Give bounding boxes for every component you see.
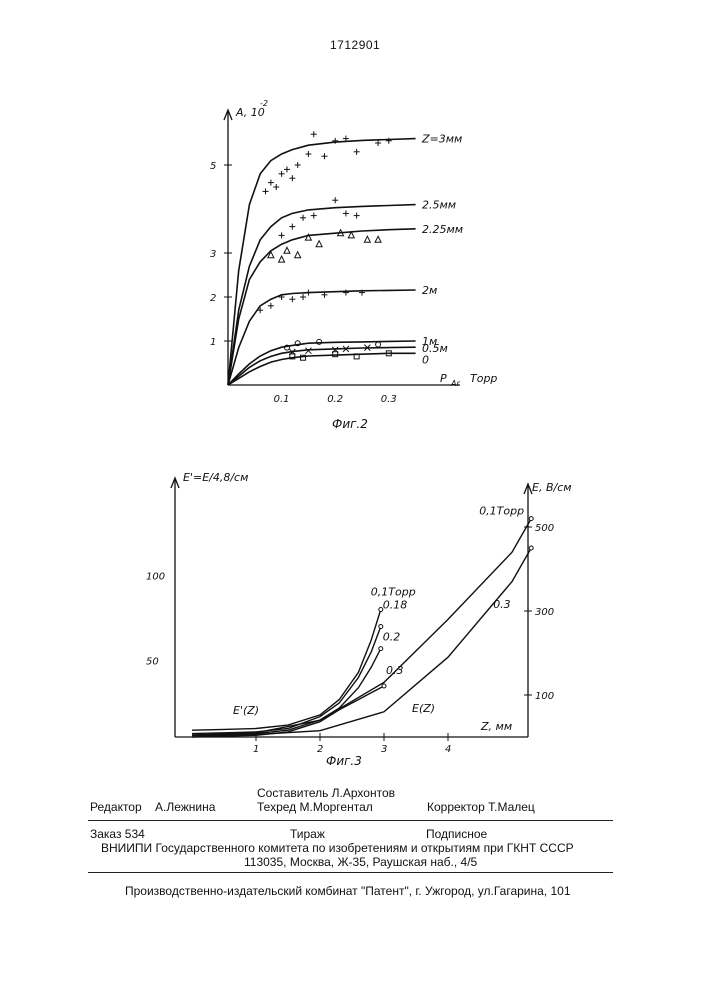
figure-3-chart: E'=E/4,8/см E, В/см Z, мм E'(Z) E(Z) Фиг… [0,0,707,780]
imprint-tech-editor: Техред М.Моргентал [257,800,373,814]
fig3-right-tick-label: 300 [535,607,554,618]
fig3-left-tick-label: 100 [146,572,165,583]
fig3-annotation-e: E(Z) [412,702,435,715]
fig3-series-label-left-0-1торр: 0,1Торр [371,586,416,599]
fig3-x-axis-label: Z, мм [480,720,512,733]
fig3-point-left-0-3 [382,684,386,688]
fig3-x-tick-label: 4 [445,744,451,755]
fig3-caption: Фиг.3 [326,754,362,768]
fig3-annotation-e-prime: E'(Z) [233,704,259,717]
imprint-publisher: Производственно-издательский комбинат "П… [125,884,571,898]
imprint-rule-top [88,820,613,821]
fig3-right-axis-label: E, В/см [532,481,572,494]
fig3-curve-right-0-1торр [192,519,531,735]
fig3-curve-left-0-1торр [192,610,381,731]
imprint-institute: ВНИИПИ Государственного комитета по изоб… [101,841,574,855]
imprint-address: 113035, Москва, Ж-35, Раушская наб., 4/5 [244,855,477,869]
fig3-series-label-left-0-2: 0.2 [383,631,401,644]
fig3-point-left-0-2 [379,647,383,651]
imprint-corrector: Корректор Т.Малец [427,800,535,814]
fig3-series-label-right-0-3: 0.3 [493,598,511,611]
imprint-editor-label: Редактор [90,800,142,814]
fig3-left-axis-label: E'=E/4,8/см [183,471,248,484]
fig3-left-tick-label: 50 [146,657,159,668]
imprint-rule-bottom [88,872,613,873]
fig3-point-right-0-3 [529,546,533,550]
fig3-right-tick-label: 500 [535,523,554,534]
fig3-point-left-0-18 [379,625,383,629]
imprint-editor: А.Лежнина [155,800,215,814]
fig3-series-label-left-0-18: 0.18 [383,599,408,612]
fig3-x-tick-label: 3 [381,744,387,755]
fig3-x-tick-label: 1 [253,744,259,755]
imprint-circulation: Тираж [290,827,325,841]
fig3-right-tick-label: 100 [535,691,554,702]
imprint-subscription: Подписное [426,827,487,841]
fig3-series-label-right-0-1торр: 0,1Торр [479,505,524,518]
fig3-point-right-0-1торр [529,517,533,521]
fig3-x-tick-label: 2 [317,744,323,755]
imprint-compiler: Составитель Л.Архонтов [257,786,395,800]
fig3-curve-left-0-2 [192,649,381,736]
imprint-order: Заказ 534 [90,827,145,841]
